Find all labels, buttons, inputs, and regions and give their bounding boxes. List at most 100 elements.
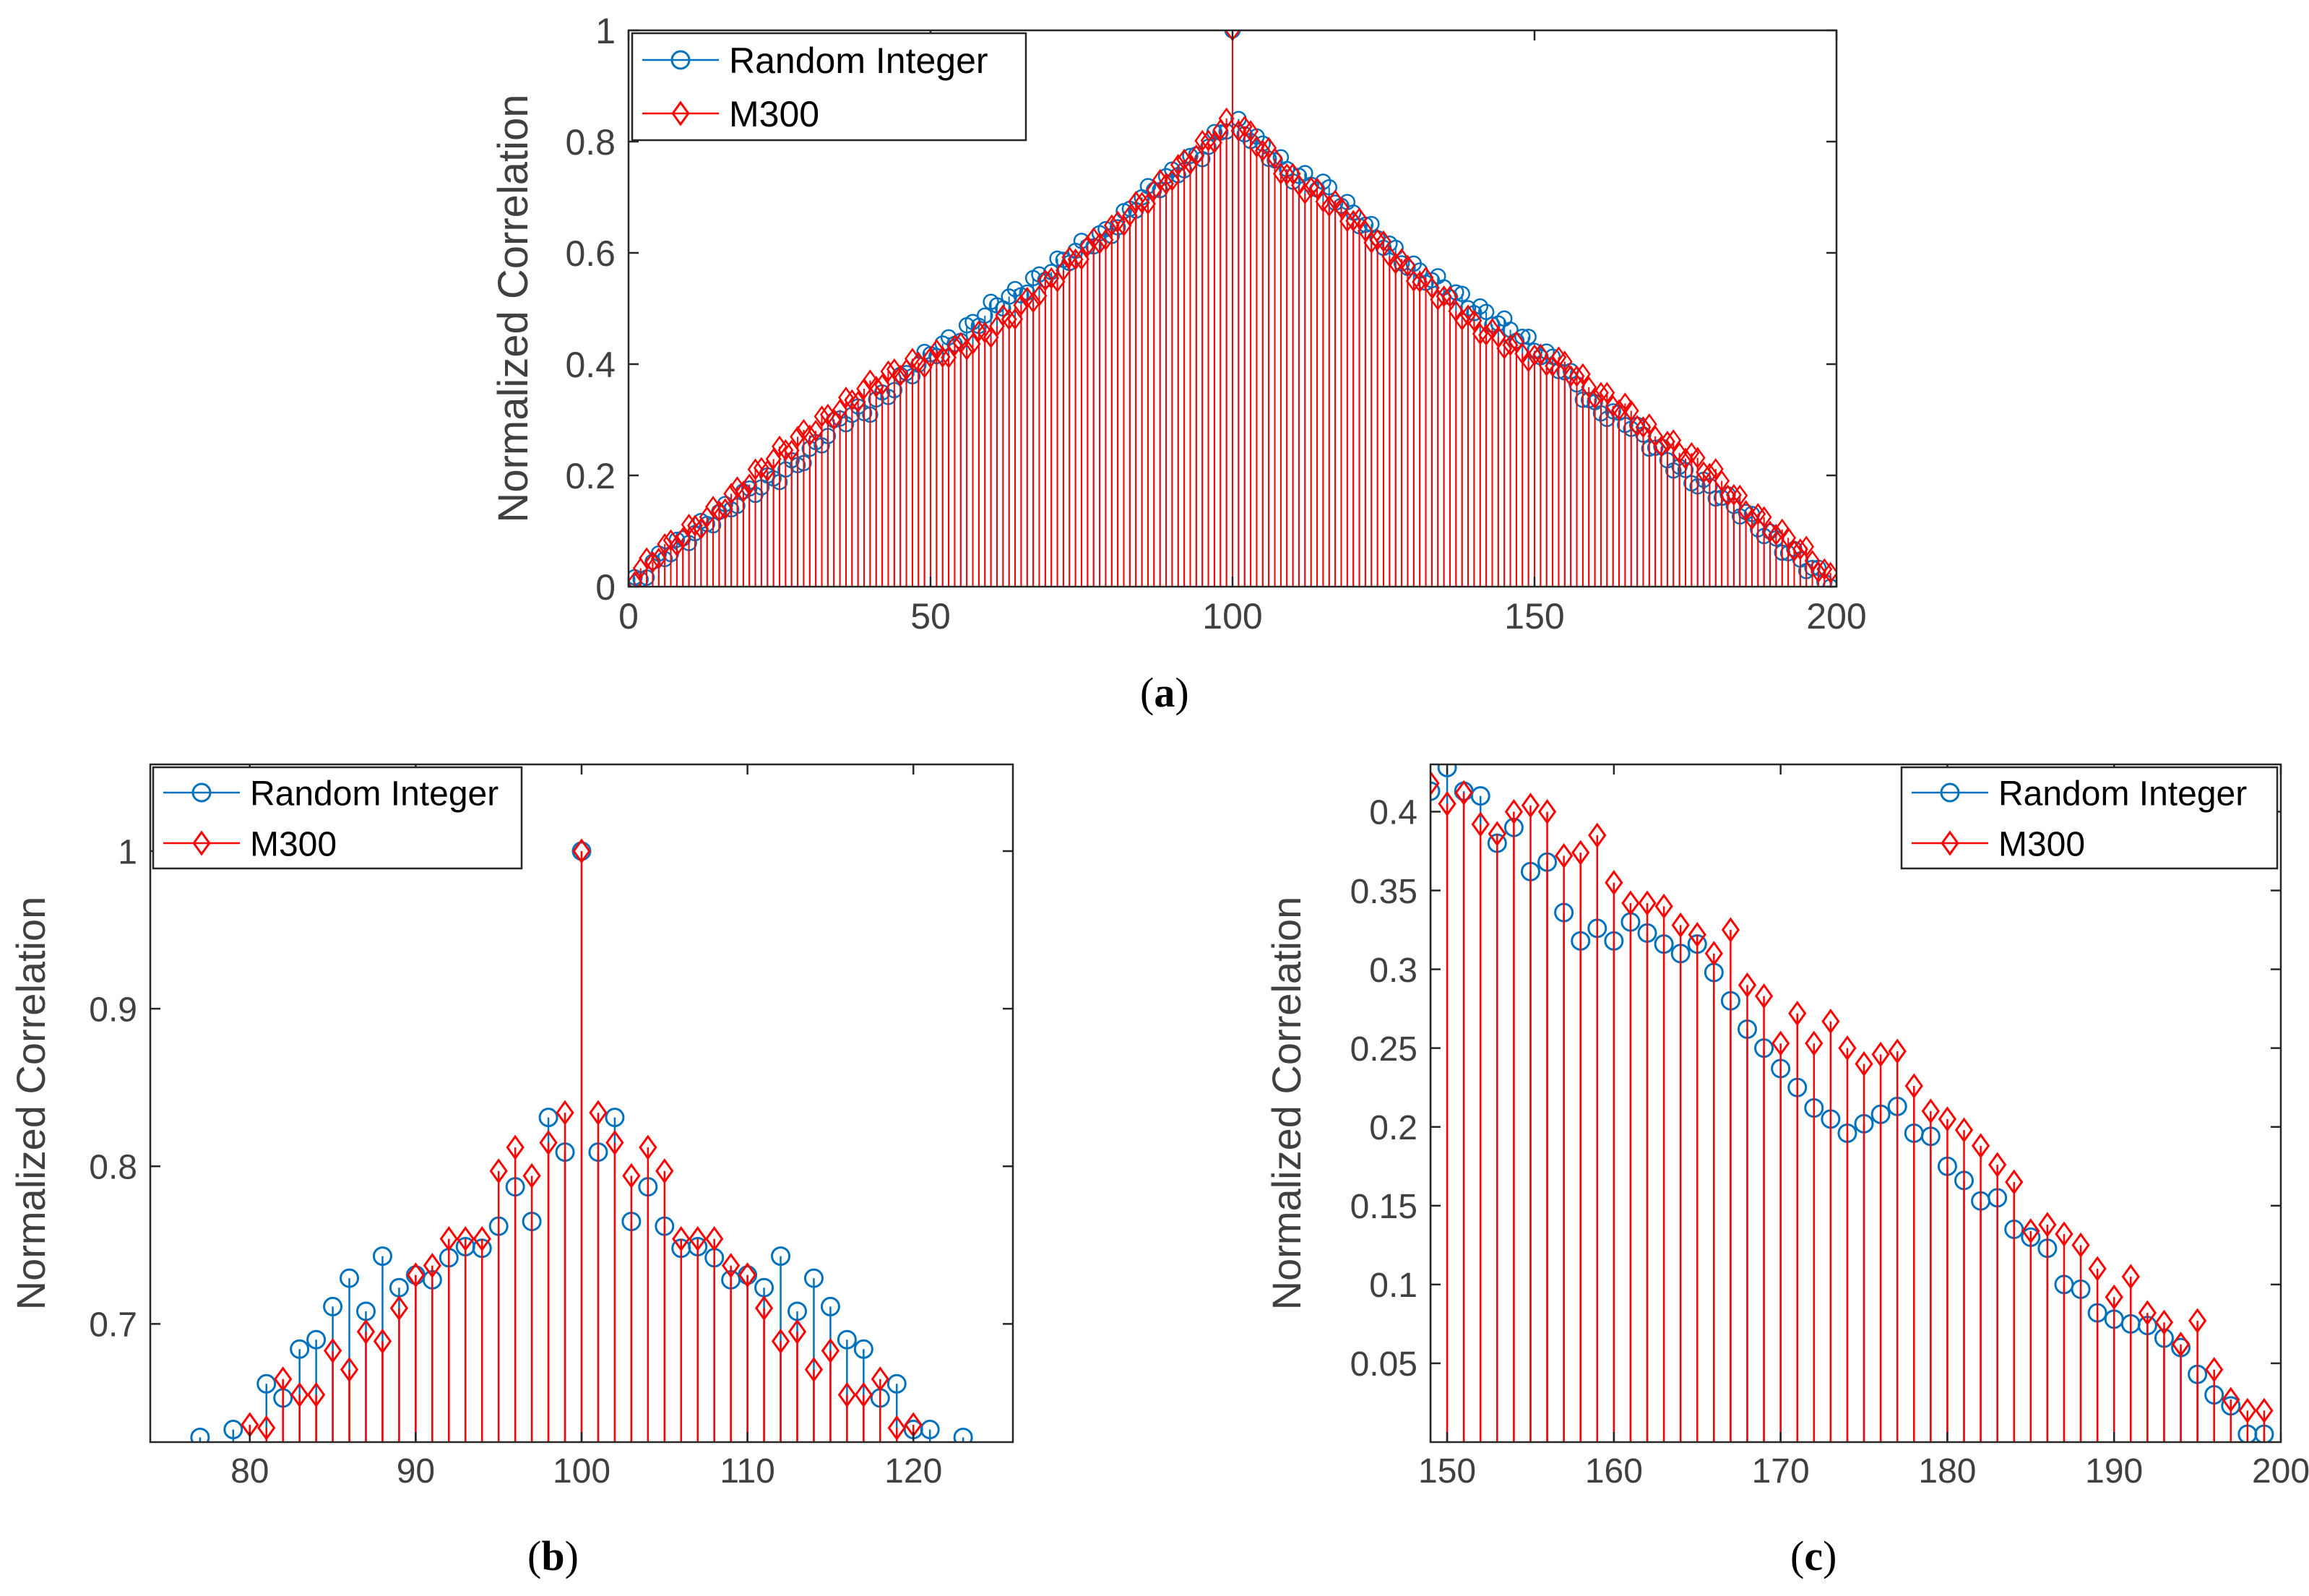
y-tick-label: 0.2	[1369, 1109, 1417, 1147]
stem-marker-diamond	[290, 1381, 309, 1408]
stem-marker-diamond	[2238, 1397, 2257, 1423]
chart-panel-c: 150 160 170 180 190 200 0.05 0.1 0.15 0.2 0.25 0.3 0…	[1264, 763, 2309, 1491]
stem-marker-diamond	[850, 391, 866, 413]
stem-marker-diamond	[2121, 1264, 2140, 1290]
stem-marker-diamond	[655, 1158, 674, 1184]
stem-marker-diamond	[1056, 259, 1071, 282]
y-tick-label: 0.3	[1369, 952, 1417, 990]
legend-label: M300	[1998, 825, 2085, 863]
legend-marker-circle	[1940, 782, 1960, 803]
stem-marker-diamond	[1871, 1041, 1890, 1067]
stem-marker-diamond	[1061, 246, 1078, 269]
legend-marker-diamond	[1941, 830, 1959, 856]
stem-marker-diamond	[2021, 1218, 2040, 1244]
stem-marker-diamond	[622, 1163, 641, 1189]
stem-marker-diamond	[1471, 811, 1490, 837]
stem-marker-diamond	[668, 535, 685, 557]
stem-marker-diamond	[1345, 210, 1362, 232]
y-axis-label: Normalized Correlation	[1264, 897, 1309, 1311]
legend-marker-diamond	[192, 830, 211, 856]
stem-marker-diamond	[934, 345, 951, 368]
stem-marker-circle	[372, 1246, 392, 1267]
stem-marker-diamond	[1001, 308, 1017, 331]
stem-marker-circle	[306, 1329, 327, 1350]
stem-marker-diamond	[1478, 324, 1495, 346]
stem-marker-diamond	[1351, 207, 1368, 230]
legend-label: M300	[729, 94, 819, 134]
y-tick-label: 0.4	[565, 345, 616, 385]
stem-marker-diamond	[1568, 365, 1585, 387]
stem-marker-diamond	[1838, 1035, 1857, 1061]
stem-marker-diamond	[2038, 1212, 2057, 1238]
stem-marker-diamond	[886, 358, 902, 381]
legend: Random Integer M300	[1900, 766, 2279, 870]
stem-marker-diamond	[1496, 337, 1513, 360]
legend-box	[631, 32, 1027, 142]
stem-marker-diamond	[274, 1366, 293, 1392]
stem-marker-diamond	[1243, 120, 1259, 142]
stem-marker-diamond	[874, 374, 891, 396]
stem-marker-diamond	[880, 360, 897, 383]
stem-marker-diamond	[1164, 169, 1181, 191]
stem-marker-diamond	[1502, 334, 1519, 356]
stem-marker-diamond	[472, 1226, 491, 1252]
stem-marker-diamond	[1971, 1133, 1990, 1159]
stem-marker-diamond	[1134, 191, 1150, 214]
stem-marker-circle	[1472, 298, 1489, 315]
stem-marker-diamond	[1641, 413, 1657, 436]
stem-marker-diamond	[1605, 870, 1623, 896]
caption-a: (a)	[1140, 669, 1189, 716]
y-tick-label: 0.4	[1369, 794, 1417, 832]
stem-marker-diamond	[1442, 285, 1458, 308]
stem-marker-diamond	[1623, 400, 1639, 422]
stem-marker-diamond	[1798, 535, 1815, 558]
stem-marker-diamond	[747, 458, 764, 480]
stem-marker-diamond	[1363, 231, 1380, 254]
stem-marker-circle	[290, 1339, 310, 1359]
stem-marker-diamond	[777, 439, 794, 462]
stem-marker-diamond	[1786, 540, 1803, 562]
stem-marker-diamond	[1369, 228, 1386, 251]
stem-marker-circle	[223, 1420, 243, 1440]
stem-marker-diamond	[1031, 285, 1048, 307]
stem-marker-diamond	[771, 1328, 790, 1354]
y-axis-label: Normalized Correlation	[8, 897, 53, 1311]
series-m300	[1430, 770, 2274, 1442]
stem-marker-diamond	[2154, 1309, 2174, 1335]
stem-marker-circle	[803, 1268, 824, 1288]
stem-marker-diamond	[1128, 191, 1144, 213]
stem-marker-diamond	[1725, 483, 1742, 506]
y-tick-label: 0	[595, 567, 616, 608]
stem-marker-diamond	[1855, 1051, 1873, 1077]
stem-marker-diamond	[1904, 1073, 1923, 1099]
stem-marker-circle	[771, 1246, 791, 1267]
stem-marker-diamond	[868, 376, 884, 398]
stem-marker-diamond	[790, 426, 806, 448]
stem-marker-diamond	[2138, 1300, 2157, 1326]
stem-marker-diamond	[1194, 129, 1211, 152]
stem-marker-diamond	[1574, 363, 1591, 385]
stem-marker-diamond	[675, 527, 691, 549]
x-tick-label: 150	[1418, 1452, 1476, 1491]
stem-marker-circle	[340, 1268, 360, 1288]
stem-marker-diamond	[456, 1226, 475, 1252]
stem-marker-circle	[605, 1108, 625, 1128]
x-tick-label: 120	[884, 1452, 942, 1491]
stem-marker-diamond	[1376, 230, 1391, 253]
stem-marker-diamond	[1121, 204, 1138, 227]
stem-marker-diamond	[1738, 972, 1757, 998]
stem-marker-diamond	[946, 334, 963, 357]
stem-marker-diamond	[681, 513, 697, 536]
x-tick-label: 200	[1806, 596, 1866, 637]
stem-marker-diamond	[2188, 1308, 2207, 1334]
stem-marker-circle	[1321, 178, 1338, 196]
stem-marker-diamond	[1218, 107, 1235, 130]
y-tick-label: 0.25	[1350, 1030, 1417, 1069]
stem-marker-diamond	[1279, 163, 1295, 186]
stem-marker-diamond	[1538, 354, 1555, 377]
stem-marker-diamond	[1103, 214, 1120, 237]
stem-marker-diamond	[1678, 447, 1693, 470]
stem-marker-circle	[837, 1329, 857, 1350]
stem-marker-diamond	[1704, 941, 1723, 967]
